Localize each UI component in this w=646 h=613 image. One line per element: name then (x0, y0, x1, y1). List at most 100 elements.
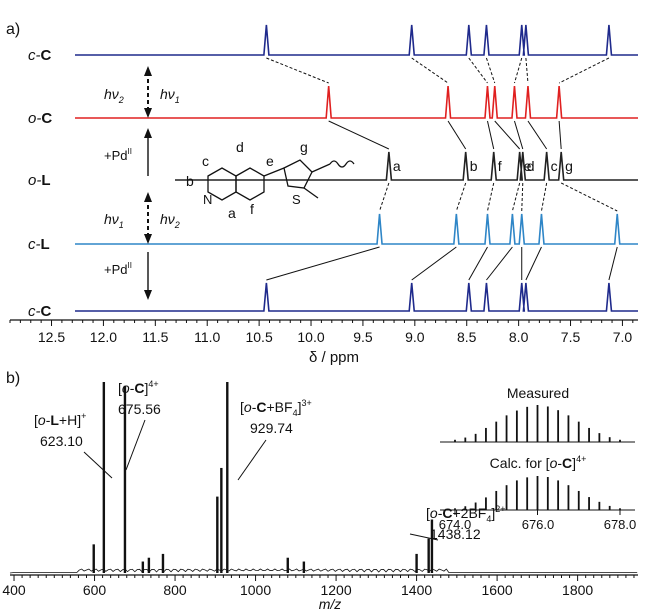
nmr-peak-letter: d (527, 158, 535, 174)
nmr-correlation-line (486, 120, 495, 150)
nmr-tick-label: 11.5 (142, 329, 168, 345)
inset-isotope-peak (588, 427, 590, 442)
ms-tick-label: 600 (83, 582, 107, 598)
inset-isotope-peak (454, 508, 456, 510)
photo-arrows-bottom: hν1 hν2 (104, 192, 180, 244)
inset-isotope-peak (515, 410, 518, 442)
inset-tick-676: 676.0 (522, 517, 555, 532)
inset-isotope-peak (495, 490, 498, 510)
ms-peak (415, 553, 418, 573)
ms-tick-label: 1200 (320, 582, 351, 598)
nmr-panel: c-Co-Co-Lc-Lc-Ca b f ed c g (28, 24, 638, 320)
ms-tick-label: 800 (163, 582, 187, 598)
inset-isotope-peak (619, 508, 621, 510)
inset-measured-label: Measured (507, 385, 569, 401)
nmr-correlation-line (468, 246, 488, 281)
nmr-correlation-line (328, 120, 390, 150)
hv2-label-bottom: hν2 (160, 211, 180, 230)
nmr-correlation-line (558, 57, 610, 84)
nmr-correlation-line (560, 182, 618, 212)
nmr-spectrum-label: c-C (28, 303, 52, 320)
nmr-correlation-line (447, 120, 467, 150)
nmr-correlation-line (411, 246, 457, 281)
nmr-correlation-line (411, 57, 449, 84)
nmr-x-axis: 12.5 12.0 11.5 11.0 10.5 10.0 9.5 9.0 8.5 8.0 7.5 7… (9, 319, 638, 345)
ms-tick-label: 1000 (240, 582, 271, 598)
ms-peak (161, 553, 165, 573)
mol-atom-s: S (292, 192, 301, 207)
inset-isotope-peak (557, 480, 560, 510)
nmr-tick-label: 10.0 (297, 329, 324, 345)
ms-tick-label: 1400 (401, 582, 432, 598)
nmr-tick-label: 7.5 (561, 329, 581, 345)
ms-ion-oc2bf4: [o-C+2BF4]2+ (426, 504, 506, 524)
ms-peak (302, 561, 306, 573)
ms-peak (430, 519, 434, 573)
inset-isotope-peak (515, 480, 518, 510)
nmr-spectrum-label: o-L (28, 172, 51, 189)
mol-atom-n: N (203, 192, 212, 207)
ms-peak (92, 544, 95, 573)
nmr-correlation-line (511, 182, 521, 212)
pd-label-bottom: +PdII (104, 261, 132, 277)
nmr-peak-letter: c (551, 158, 558, 174)
ms-peak (220, 467, 223, 573)
nmr-correlation-line (486, 182, 495, 212)
nmr-spectrum-line (75, 282, 638, 312)
ms-panel (9, 382, 638, 574)
nmr-tick-label: 9.0 (405, 329, 425, 345)
nmr-correlation-line (486, 246, 513, 281)
ms-peak (123, 385, 127, 573)
nmr-tick-label: 8.5 (457, 329, 477, 345)
inset-isotope-peak (557, 410, 560, 442)
panel-b-label: b) (6, 370, 20, 387)
inset-isotope-peak (474, 433, 477, 442)
pd-arrow-bottom: +PdII (104, 252, 152, 300)
inset-isotope-peak (526, 477, 529, 510)
inset-isotope-peak (598, 433, 601, 442)
nmr-peak-letter: a (393, 158, 401, 174)
nmr-correlation-line (455, 182, 467, 212)
ms-peak (226, 382, 229, 573)
ms-peak (147, 557, 151, 573)
nmr-spectrum-label: c-L (28, 236, 50, 253)
isotope-inset (440, 405, 635, 515)
ms-peak (427, 538, 430, 573)
inset-calc-label: Calc. for [o-C]4+ (490, 454, 587, 471)
ms-noise (9, 568, 638, 574)
nmr-correlation-line (540, 182, 548, 212)
nmr-tick-label: 7.0 (613, 329, 633, 345)
photo-arrows-top: hν2 hν1 (104, 66, 180, 118)
ms-value-1438: 1438.12 (430, 526, 481, 542)
nmr-correlation-line (266, 246, 380, 281)
nmr-peak-letter: f (498, 158, 502, 174)
inset-isotope-peak (505, 415, 508, 442)
inset-isotope-peak (588, 497, 590, 510)
ms-value-675: 675.56 (118, 401, 161, 417)
panel-a-label: a) (6, 21, 20, 38)
inset-isotope-peak (546, 477, 549, 510)
nmr-correlation-line (485, 57, 496, 84)
nmr-correlation-line (525, 246, 542, 281)
ms-tick-label: 1600 (482, 582, 513, 598)
inset-isotope-peak (505, 485, 508, 510)
inset-isotope-peak (608, 437, 611, 442)
ms-value-929: 929.74 (250, 420, 293, 436)
nmr-correlation-line (527, 120, 548, 150)
ms-peak (286, 557, 289, 573)
inset-isotope-peak (485, 427, 487, 442)
nmr-x-axis-label: δ / ppm (309, 349, 359, 366)
inset-isotope-peak (536, 476, 539, 510)
ms-tick-label: 1800 (562, 582, 593, 598)
mol-label-e: e (266, 153, 274, 169)
nmr-spectrum-label: c-C (28, 47, 52, 64)
nmr-tick-label: 10.5 (245, 329, 272, 345)
inset-isotope-peak (464, 506, 467, 510)
ms-ion-oc4: [o-C]4+ (118, 379, 159, 396)
nmr-correlation-line (266, 57, 329, 84)
mol-label-d: d (236, 139, 244, 155)
nmr-spectrum-line (75, 24, 638, 56)
molecule-structure (207, 159, 355, 201)
nmr-peak-letter: e (524, 158, 532, 174)
